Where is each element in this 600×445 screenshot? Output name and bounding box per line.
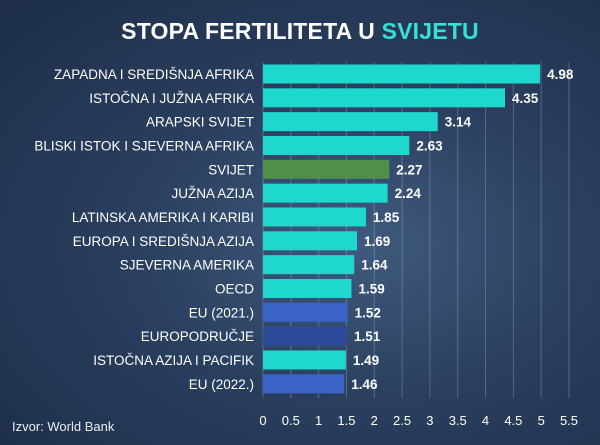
category-label: EUROPODRUČJE xyxy=(141,329,254,344)
bar xyxy=(263,326,348,346)
data-label: 1.64 xyxy=(361,258,388,273)
category-label: OECD xyxy=(215,281,254,296)
data-label: 1.59 xyxy=(358,281,384,296)
x-tick-label: 2 xyxy=(371,413,378,428)
chart-title: STOPA FERTILITETA U SVIJETU xyxy=(0,18,600,45)
category-label: BLISKI ISTOK I SJEVERNA AFRIKA xyxy=(34,138,254,153)
x-tick-label: 3 xyxy=(426,413,433,428)
data-label: 1.51 xyxy=(354,329,381,344)
category-label: SVIJET xyxy=(208,162,254,177)
bar xyxy=(263,374,345,394)
data-label: 2.24 xyxy=(395,186,422,201)
x-tick-label: 1.5 xyxy=(337,413,355,428)
bar xyxy=(263,64,541,84)
category-label: JUŽNA AZIJA xyxy=(171,186,254,201)
category-label: EU (2022.) xyxy=(189,377,254,392)
bar xyxy=(263,135,410,155)
bar xyxy=(263,278,352,298)
data-label: 1.85 xyxy=(373,210,400,225)
bar xyxy=(263,112,438,132)
bar xyxy=(263,207,366,227)
category-label: LATINSKA AMERIKA I KARIBI xyxy=(72,210,254,225)
bar xyxy=(263,255,355,275)
data-label: 1.52 xyxy=(355,305,381,320)
bar xyxy=(263,231,358,251)
bar xyxy=(263,159,390,179)
data-label: 3.14 xyxy=(445,115,472,130)
chart-title-accent: SVIJETU xyxy=(381,18,479,44)
bar xyxy=(263,350,346,370)
category-label: EUROPA I SREDIŠNJA AZIJA xyxy=(73,234,254,249)
bar xyxy=(263,88,506,108)
data-label: 4.98 xyxy=(547,67,574,82)
chart-title-main: STOPA FERTILITETA U xyxy=(121,18,375,44)
data-label: 1.69 xyxy=(364,234,390,249)
x-tick-label: 2.5 xyxy=(393,413,411,428)
source-note: Izvor: World Bank xyxy=(12,419,115,434)
data-label: 2.63 xyxy=(416,138,443,153)
x-tick-label: 5.5 xyxy=(560,413,578,428)
data-label: 2.27 xyxy=(396,162,422,177)
category-label: ARAPSKI SVIJET xyxy=(146,115,254,130)
category-label: ISTOČNA I JUŽNA AFRIKA xyxy=(89,91,254,106)
category-label: SJEVERNA AMERIKA xyxy=(120,258,254,273)
x-tick-label: 1 xyxy=(315,413,322,428)
x-tick-label: 5 xyxy=(538,413,545,428)
data-label: 4.35 xyxy=(512,91,539,106)
x-tick-label: 3.5 xyxy=(449,413,467,428)
bar xyxy=(263,183,388,203)
category-label: ISTOČNA AZIJA I PACIFIK xyxy=(93,353,254,368)
x-tick-label: 0 xyxy=(259,413,266,428)
data-label: 1.49 xyxy=(353,353,379,368)
bar xyxy=(263,302,348,322)
x-tick-label: 4 xyxy=(482,413,489,428)
x-tick-label: 4.5 xyxy=(504,413,522,428)
category-label: EU (2021.) xyxy=(189,305,254,320)
x-tick-label: 0.5 xyxy=(282,413,300,428)
data-label: 1.46 xyxy=(351,377,378,392)
category-label: ZAPADNA I SREDIŠNJA AFRIKA xyxy=(54,67,254,82)
